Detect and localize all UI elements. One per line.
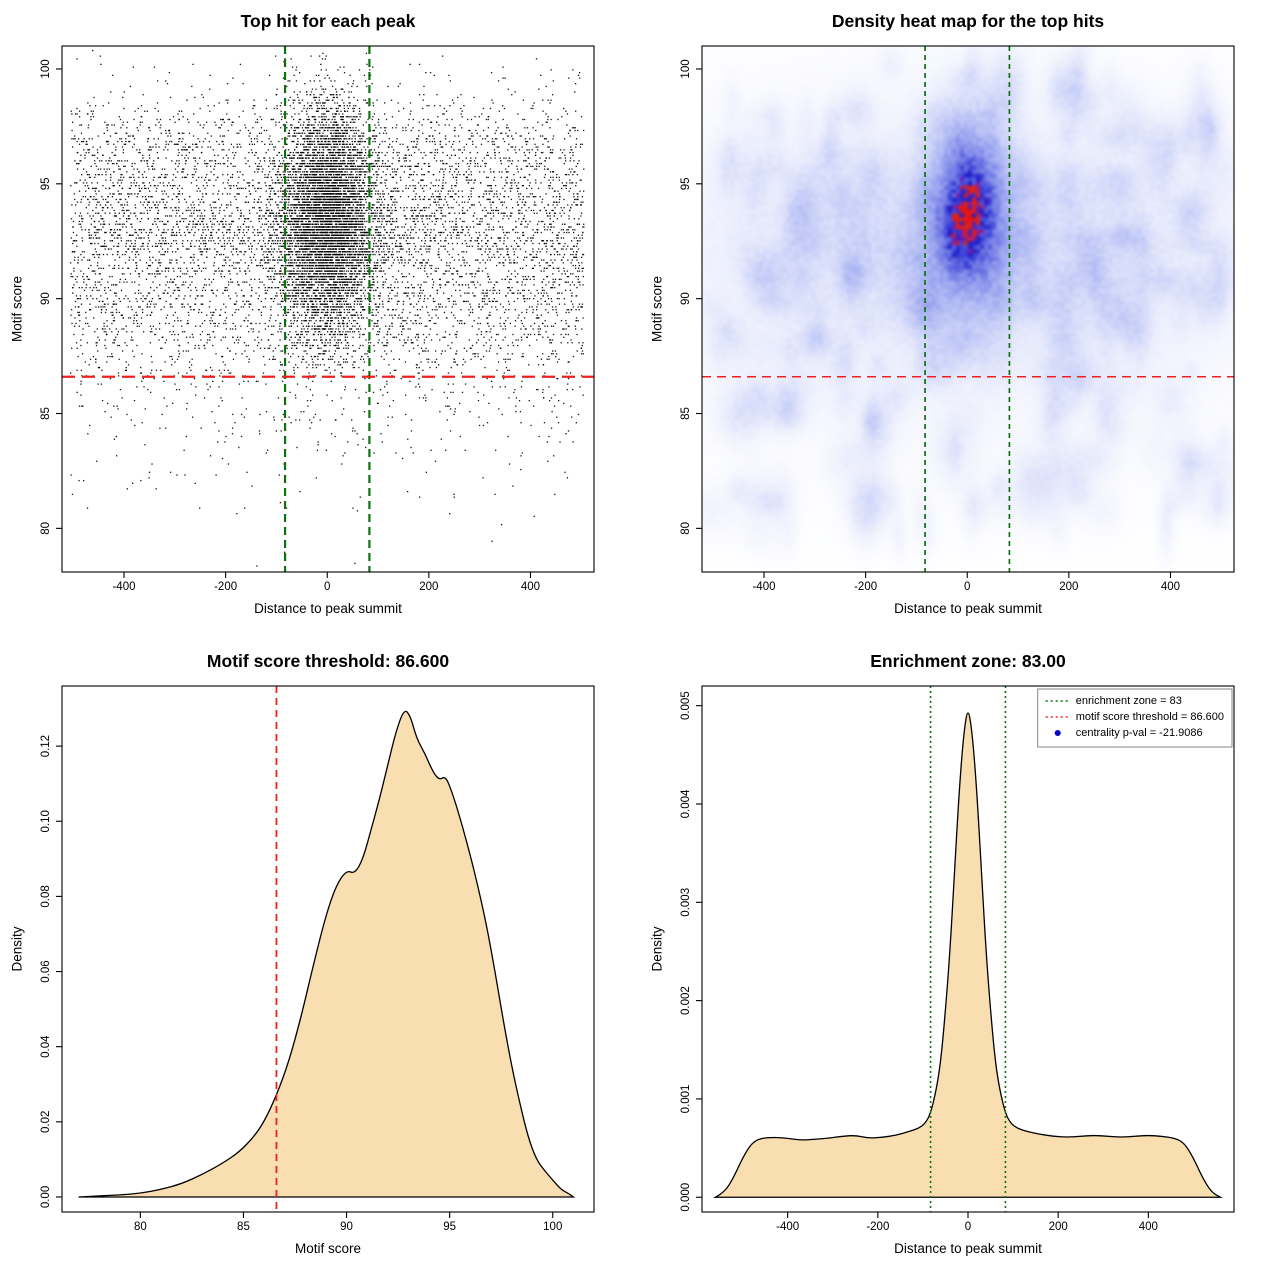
score-density-ylabel: Density — [9, 926, 25, 972]
panel-top-hit-scatter: Top hit for each peak Distance to peak s… — [0, 0, 640, 640]
distance-density-canvas — [640, 640, 1280, 1280]
panel-distance-density: Enrichment zone: 83.00 Distance to peak … — [640, 640, 1280, 1280]
heatmap-title: Density heat map for the top hits — [831, 11, 1105, 31]
distance-density-title: Enrichment zone: 83.00 — [870, 651, 1066, 671]
scatter-ylabel: Motif score — [9, 275, 25, 343]
score-density-title: Motif score threshold: 86.600 — [206, 651, 450, 671]
panel-density-heatmap: Density heat map for the top hits Distan… — [640, 0, 1280, 640]
distance-density-xlabel: Distance to peak summit — [894, 1241, 1042, 1256]
scatter-xlabel: Distance to peak summit — [254, 601, 402, 616]
heatmap-canvas — [640, 0, 1280, 640]
scatter-canvas — [0, 0, 640, 640]
score-density-canvas — [0, 640, 640, 1280]
scatter-title: Top hit for each peak — [240, 11, 416, 31]
heatmap-ylabel: Motif score — [649, 275, 665, 343]
panel-score-density: Motif score threshold: 86.600 Motif scor… — [0, 640, 640, 1280]
heatmap-xlabel: Distance to peak summit — [894, 601, 1042, 616]
distance-density-ylabel: Density — [649, 926, 665, 972]
score-density-xlabel: Motif score — [294, 1241, 362, 1256]
